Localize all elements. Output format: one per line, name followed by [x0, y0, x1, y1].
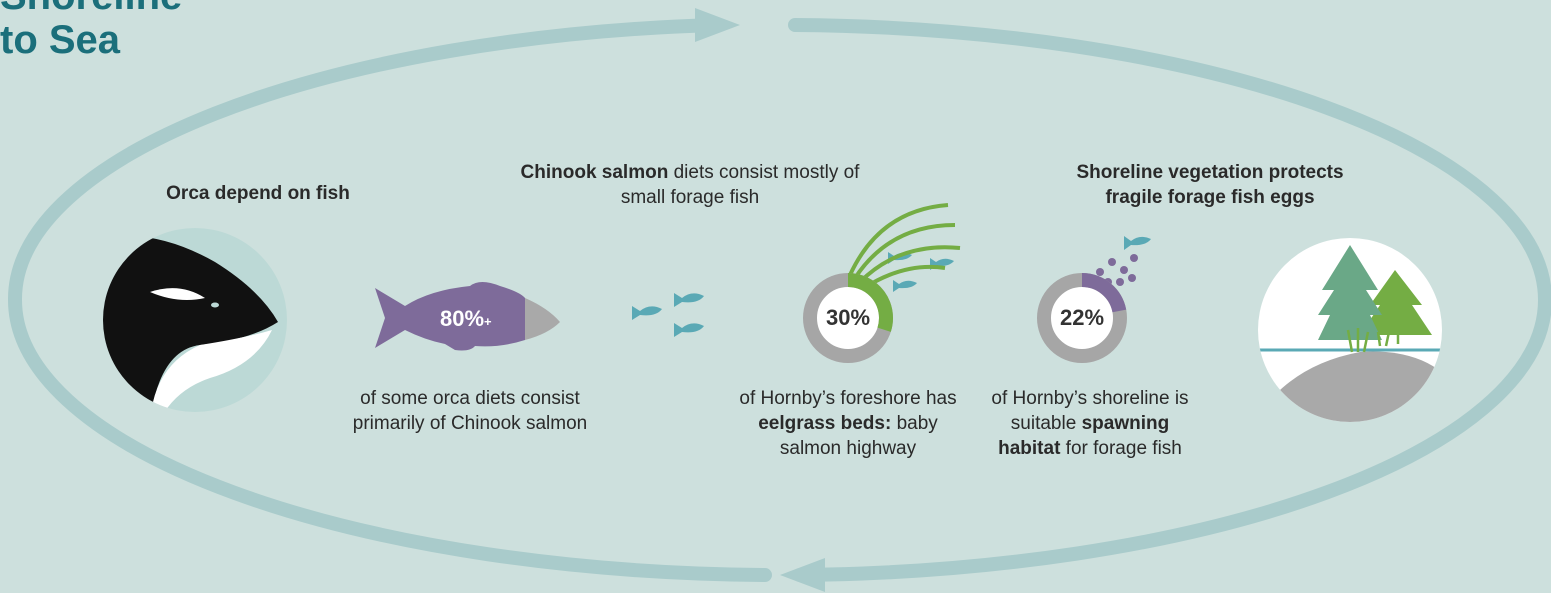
title: Shorelineto Sea [0, 0, 182, 62]
caption: of some orca diets consist primarily of … [325, 386, 615, 436]
caption-text: of some orca diets consist primarily of … [353, 388, 587, 434]
heading: Orca depend on fish [138, 181, 378, 206]
caption-text: eelgrass beds: [758, 413, 891, 434]
stat: 30% [808, 305, 888, 331]
title-line: to Sea [0, 18, 182, 62]
heading: Shoreline vegetation protects fragile fo… [1060, 160, 1360, 210]
caption: of Hornby’s foreshore has eelgrass beds:… [728, 386, 968, 461]
title-line: Shoreline [0, 0, 182, 18]
infographic: Shorelineto Sea Orca depend on fish 80%+… [0, 0, 1551, 593]
stat-suffix: + [484, 314, 492, 329]
arrow-head [780, 558, 825, 592]
heading-text: Chinook salmon [521, 162, 669, 183]
caption-text: of Hornby’s foreshore has [739, 388, 956, 409]
stat-label: 80% [440, 306, 484, 331]
stat: 80%+ [440, 306, 492, 332]
stat: 22% [1042, 305, 1122, 331]
eelgrass [850, 205, 960, 288]
stat-label: 30% [826, 305, 870, 330]
stat-label: 22% [1060, 305, 1104, 330]
caption-text: for forage fish [1060, 438, 1181, 459]
arrow-head [695, 8, 740, 42]
artwork [0, 0, 1551, 593]
heading-text: Orca depend on fish [166, 183, 350, 204]
heading-text: Shoreline vegetation protects fragile fo… [1076, 162, 1343, 208]
forage-fish [632, 236, 1307, 379]
heading: Chinook salmon diets consist mostly of s… [520, 160, 860, 210]
caption: of Hornby’s shoreline is suitable spawni… [985, 386, 1195, 461]
